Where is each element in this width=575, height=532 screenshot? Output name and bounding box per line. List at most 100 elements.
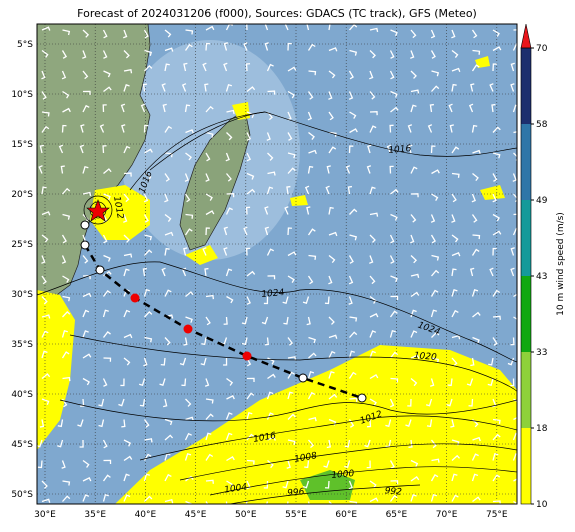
wind-barb: [103, 168, 112, 175]
lon-tick-label: 75°E: [486, 510, 508, 520]
wind-barb: [185, 291, 194, 298]
wind-barb: [102, 474, 111, 482]
wind-barb: [62, 495, 71, 502]
wind-barb: [243, 226, 248, 236]
isobar-label: 1008: [294, 451, 319, 465]
wind-barb: [385, 419, 392, 428]
wind-barb: [205, 131, 214, 138]
wind-barb: [410, 330, 418, 338]
wind-barb: [389, 494, 398, 502]
wind-barb: [513, 213, 517, 216]
wind-barb: [62, 107, 71, 113]
colorbar-label: 10 m wind speed (m/s): [556, 212, 566, 316]
wind-barb: [450, 419, 455, 428]
wind-barb: [308, 131, 315, 140]
wind-barb: [510, 83, 515, 92]
wind-barb: [267, 111, 273, 121]
wind-barb: [431, 85, 440, 92]
wind-barb: [62, 310, 71, 318]
wind-barb: [513, 293, 517, 298]
wind-barb: [123, 268, 130, 277]
wind-barb: [261, 316, 269, 325]
lat-tick-label: 45°S: [11, 440, 33, 450]
wind-barb: [369, 313, 379, 318]
wind-barb: [41, 186, 47, 195]
wind-barb: [82, 70, 89, 80]
wind-barb: [328, 146, 337, 154]
wind-barb: [451, 49, 459, 58]
wind-barb: [410, 50, 415, 59]
wind-barb: [472, 436, 481, 442]
wind-barb: [328, 393, 338, 400]
wind-barb: [223, 247, 228, 256]
lat-tick-label: 15°S: [11, 140, 33, 150]
wind-barb: [492, 315, 501, 320]
wind-barb: [390, 480, 399, 485]
wind-barb: [61, 460, 66, 469]
wind-barb: [123, 50, 130, 59]
wind-barb: [469, 267, 475, 277]
wind-barb: [61, 70, 67, 80]
wind-barb: [162, 103, 167, 113]
wind-barb: [328, 334, 338, 339]
wind-barb: [513, 131, 517, 134]
wind-barb: [407, 398, 412, 407]
wind-barb: [185, 213, 194, 219]
wind-barb: [82, 191, 92, 197]
wind-barb: [264, 24, 269, 31]
wind-barb: [390, 377, 399, 383]
wind-barb: [366, 460, 371, 469]
wind-barb: [200, 357, 207, 366]
wind-barb: [143, 357, 148, 367]
wind-barb: [451, 214, 456, 223]
wind-barb: [471, 214, 478, 223]
wind-barb: [102, 439, 108, 449]
wind-barb: [328, 131, 337, 137]
wind-barb: [120, 103, 126, 113]
wind-barb: [287, 42, 292, 51]
wind-barb: [184, 173, 190, 182]
lat-tick-label: 30°S: [11, 290, 33, 300]
wind-barb: [389, 234, 395, 244]
wind-barb: [41, 373, 51, 380]
wind-barb: [328, 231, 338, 237]
wind-barb: [226, 132, 233, 141]
colorbar-tick-label: 58: [536, 120, 548, 130]
wind-barb: [82, 29, 90, 38]
wind-barb: [98, 419, 105, 428]
wind-barb: [510, 247, 515, 256]
wind-barb: [62, 213, 71, 220]
wind-barb: [185, 475, 194, 482]
wind-barb: [307, 228, 316, 236]
wind-barb: [82, 255, 89, 264]
wind-barb: [123, 29, 128, 39]
wind-barb: [324, 296, 330, 305]
wind-barb: [472, 336, 480, 344]
wind-barb: [451, 193, 457, 203]
wind-barb: [492, 213, 500, 222]
wind-barb: [143, 473, 150, 482]
wind-barb: [142, 267, 147, 277]
title: Forecast of 2024031206 (f000), Sources: …: [77, 7, 477, 20]
wind-barb: [427, 124, 433, 133]
wind-barb: [287, 275, 295, 283]
wind-barb: [184, 43, 193, 51]
wind-barb: [226, 395, 235, 400]
wind-barb: [223, 226, 228, 236]
colorbar-segment: [521, 276, 531, 352]
isobar-label: 1016: [253, 431, 278, 445]
wind-barb: [513, 478, 517, 482]
wind-barb: [98, 398, 105, 407]
wind-barb: [308, 352, 317, 359]
wind-barb: [41, 296, 48, 305]
wind-barb: [204, 378, 210, 387]
wind-barb: [513, 29, 517, 31]
wind-barb: [308, 254, 317, 260]
wind-barb: [123, 473, 130, 482]
wind-barb: [205, 152, 211, 162]
wind-barb: [369, 480, 377, 489]
wind-barb: [267, 436, 276, 441]
wind-barb: [185, 152, 192, 161]
wind-barb: [41, 255, 46, 264]
